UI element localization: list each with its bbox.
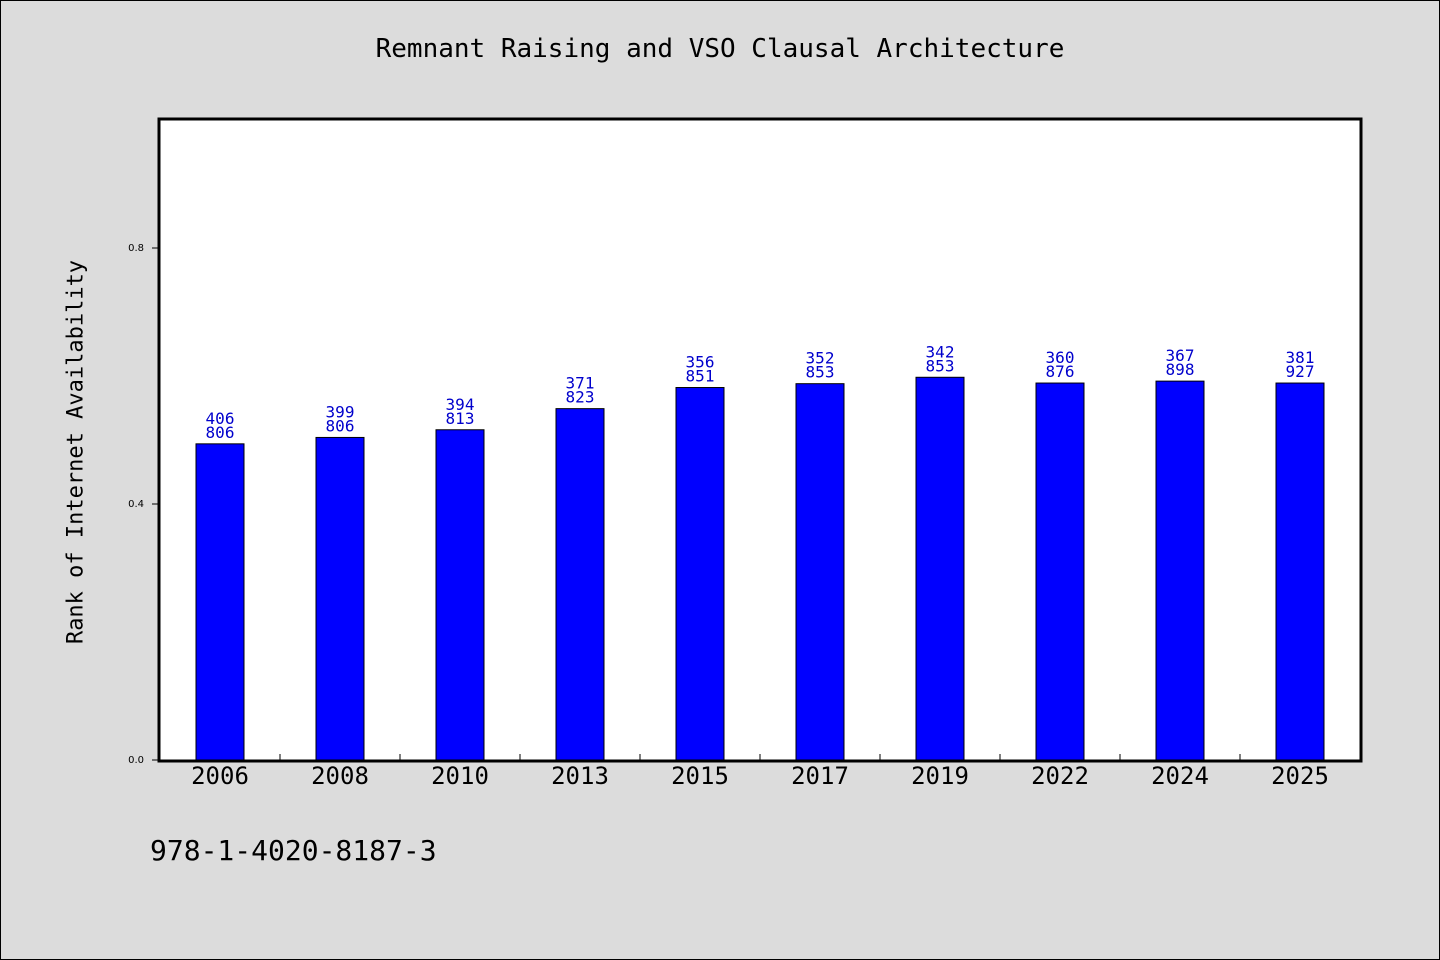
bar-data-label: 394	[446, 395, 475, 414]
y-tick-label: 0.8	[128, 243, 144, 254]
y-tick-label: 0.4	[128, 499, 144, 510]
x-tick-label: 2024	[1151, 762, 1209, 790]
bar-2022	[1035, 382, 1085, 761]
bar-2019	[915, 376, 965, 761]
x-tick-label: 2019	[911, 762, 969, 790]
bar-data-label: 352	[806, 349, 835, 368]
bar-2010	[435, 429, 485, 761]
x-tick-label: 2010	[431, 762, 489, 790]
bar-data-label: 367	[1166, 346, 1195, 365]
bar-data-label: 823	[566, 388, 595, 407]
x-tick-label: 2015	[671, 762, 729, 790]
bar-2006	[195, 443, 245, 761]
bar-2017	[795, 383, 845, 761]
x-tick-label: 2006	[191, 762, 249, 790]
bar-data-label: 399	[326, 402, 355, 421]
bar-data-label: 342	[926, 342, 955, 361]
bar-data-label: 851	[686, 367, 715, 386]
bar-data-label: 406	[206, 409, 235, 428]
x-tick-label: 2022	[1031, 762, 1089, 790]
chart-title: Remnant Raising and VSO Clausal Architec…	[375, 34, 1065, 64]
bar-data-label: 381	[1286, 348, 1315, 367]
bar-2013	[555, 408, 605, 761]
bar-data-label: 876	[1046, 362, 1075, 381]
x-tick-label: 2008	[311, 762, 369, 790]
bars-group	[195, 376, 1325, 761]
y-axis: 0.0 0.4 0.8	[128, 243, 159, 766]
y-tick-label: 0.0	[128, 755, 144, 766]
bar-data-label: 927	[1286, 362, 1315, 381]
bar-data-label: 853	[806, 363, 835, 382]
bar-2015	[675, 387, 725, 761]
x-tick-label: 2017	[791, 762, 849, 790]
footer-code: 978-1-4020-8187-3	[150, 834, 437, 867]
bar-data-label: 813	[446, 409, 475, 428]
x-axis: 2006 2008 2010 2013 2015 2017 2019 2022 2024 2025	[191, 754, 1329, 790]
bar-2025	[1275, 382, 1325, 761]
bar-data-label: 898	[1166, 360, 1195, 379]
bar-data-label: 360	[1046, 348, 1075, 367]
bar-data-label: 371	[566, 374, 595, 393]
bar-2008	[315, 436, 365, 761]
x-tick-label: 2013	[551, 762, 609, 790]
bar-labels-group: 4068063998063948133718233568513528533428…	[206, 342, 1315, 442]
bar-data-label: 806	[206, 423, 235, 442]
x-tick-label: 2025	[1271, 762, 1329, 790]
bar-data-label: 806	[326, 416, 355, 435]
bar-data-label: 853	[926, 356, 955, 375]
bar-2024	[1155, 380, 1205, 761]
bar-data-label: 356	[686, 353, 715, 372]
